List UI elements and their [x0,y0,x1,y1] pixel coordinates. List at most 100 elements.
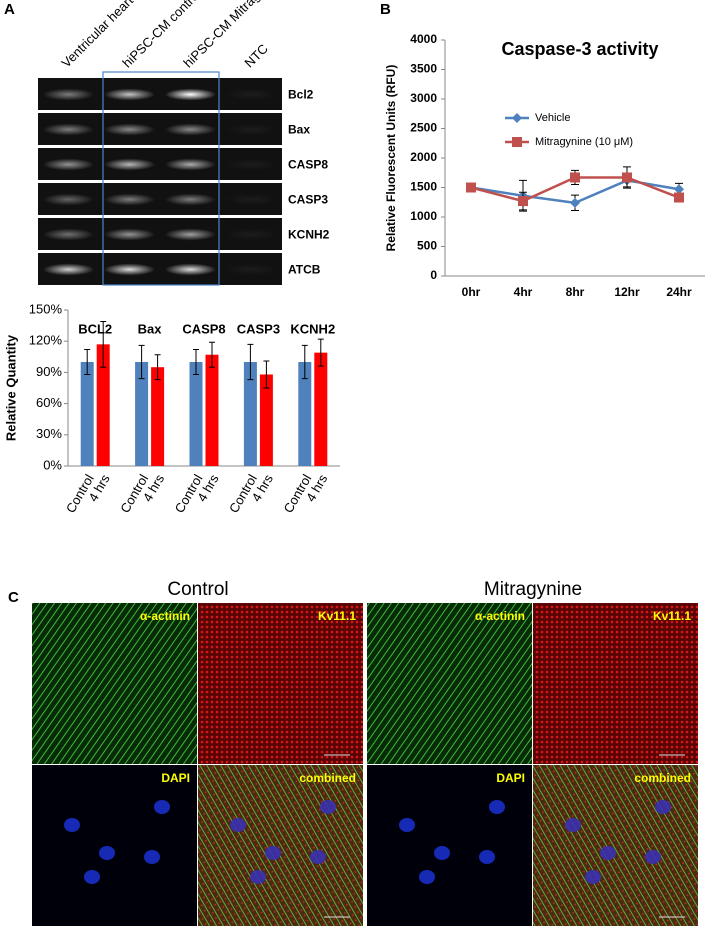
error-bar [301,344,308,380]
y-axis-label: Relative Fluorescent Units (RFU) [384,65,398,252]
error-bar [154,354,161,381]
gel-band [164,88,217,101]
channel-label: combined [299,771,356,785]
nucleus [565,818,581,832]
group-label: BCL2 [78,321,112,336]
marker [674,192,684,203]
marker [512,137,522,147]
micrograph [198,603,363,764]
nucleus [310,850,326,864]
bar [135,362,149,466]
y-tick-label: 120% [29,333,63,348]
marker [512,113,522,123]
gel-row-label: Bcl2 [288,88,314,102]
channel-label: DAPI [161,771,190,785]
legend-label: Vehicle [535,112,570,124]
gel-row-label: CASP8 [288,158,328,172]
bar [259,374,273,466]
nucleus [84,870,100,884]
bar [151,367,165,466]
marker [674,184,684,195]
y-tick-label: 150% [29,301,63,316]
marker [466,182,476,193]
micrograph [533,603,698,764]
nucleus [419,870,435,884]
error-bar [193,349,199,375]
panel-label: A [4,1,15,18]
nucleus [64,818,80,832]
gel-column-label: hiPSC-CM Mitragynine [180,0,284,71]
y-tick-label: 4000 [410,32,437,46]
gel-band [225,228,278,241]
error-bar [138,344,145,380]
bar [96,344,110,466]
gel-band [164,158,217,171]
y-tick-label: 60% [36,395,62,410]
y-tick-label: 0% [43,457,62,472]
gel-band [103,193,156,206]
group-label: CASP3 [237,321,280,336]
condition-title: Mitragynine [484,579,582,600]
gel-band [225,193,278,206]
gel-band [164,263,217,276]
gel-band [103,123,156,136]
group-label: KCNH2 [290,321,335,336]
panel-label: C [8,589,19,606]
group-label: Bax [138,321,163,336]
gel-band [103,263,156,276]
bar [298,362,312,466]
gel-band [42,263,95,276]
channel-label: Kv11.1 [318,609,356,623]
micrograph [533,765,698,926]
x-tick-label: 4hr [514,285,533,299]
error-bar [84,349,91,375]
highlight-box [102,71,220,286]
error-bar [317,338,324,367]
bar [243,362,257,466]
x-tick-label: 0hr [462,285,481,299]
gel-band [164,228,217,241]
y-tick-label: 30% [36,426,62,441]
nucleus [99,846,115,860]
bar [314,352,328,466]
gel-band [225,158,278,171]
nucleus [585,870,601,884]
gel-band [103,158,156,171]
error-bar [209,341,215,368]
y-tick-label: 1500 [410,180,437,194]
gel-band [164,123,217,136]
micrograph [198,765,363,926]
panel-label: B [380,1,391,18]
error-bar [100,320,107,368]
y-tick-label: 0 [430,268,437,282]
marker [518,196,528,207]
x-tick-label: 24hr [666,285,692,299]
channel-label: α-actinin [475,609,525,623]
micrograph [367,603,532,764]
nucleus [489,800,505,814]
legend-label: Mitragynine (10 μM) [535,136,633,148]
gel-band [42,88,95,101]
nucleus [655,800,671,814]
gel-band [42,158,95,171]
gel-band [103,228,156,241]
marker [570,172,580,183]
micrograph [367,765,532,926]
gel-band [42,193,95,206]
marker [622,172,632,183]
micrograph [32,765,197,926]
group-label: CASP8 [182,321,225,336]
channel-label: combined [634,771,691,785]
y-tick-label: 3500 [410,62,437,76]
channel-label: Kv11.1 [653,609,691,623]
bar [205,354,219,466]
y-tick-label: 2500 [410,121,437,135]
nucleus [154,800,170,814]
gel-band [225,88,278,101]
error-bar [263,360,270,389]
nucleus [479,850,495,864]
error-bar [247,343,254,381]
micrograph [32,603,197,764]
gel-band [225,123,278,136]
bar [80,362,94,466]
